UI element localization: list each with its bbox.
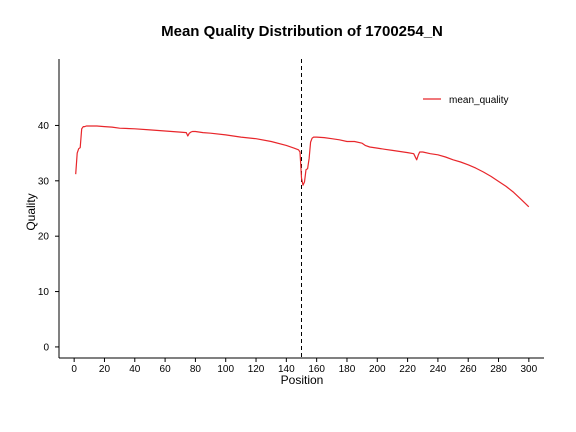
legend-label: mean_quality xyxy=(449,95,508,106)
x-tick-label: 80 xyxy=(190,364,202,375)
x-tick-label: 160 xyxy=(308,364,325,375)
x-tick-label: 60 xyxy=(160,364,172,375)
x-tick-label: 140 xyxy=(278,364,295,375)
x-tick-label: 0 xyxy=(71,364,77,375)
x-tick-label: 280 xyxy=(490,364,507,375)
x-tick-label: 300 xyxy=(521,364,538,375)
x-tick-label: 240 xyxy=(430,364,447,375)
x-tick-label: 180 xyxy=(339,364,356,375)
series-line-mean-quality xyxy=(75,125,530,208)
y-tick-label: 20 xyxy=(38,232,50,243)
x-tick-label: 120 xyxy=(248,364,265,375)
plot-area: 0 20 40 60 80 100 120 140 160 180 200 220 240 260 280 3… xyxy=(38,59,544,375)
x-tick-label: 40 xyxy=(129,364,141,375)
y-tick-label: 0 xyxy=(43,342,49,353)
y-tick-label: 40 xyxy=(38,121,50,132)
x-tick-label: 20 xyxy=(99,364,111,375)
y-tick-label: 10 xyxy=(38,287,50,298)
y-tick-label: 30 xyxy=(38,176,50,187)
x-tick-label: 220 xyxy=(399,364,416,375)
x-tick-label: 100 xyxy=(217,364,234,375)
x-tick-label: 200 xyxy=(369,364,386,375)
legend: mean_quality xyxy=(423,95,508,106)
x-tick-label: 260 xyxy=(460,364,477,375)
x-axis-label: Position xyxy=(281,373,324,387)
y-axis-label: Quality xyxy=(24,193,38,230)
chart-title: Mean Quality Distribution of 1700254_N xyxy=(161,23,443,40)
